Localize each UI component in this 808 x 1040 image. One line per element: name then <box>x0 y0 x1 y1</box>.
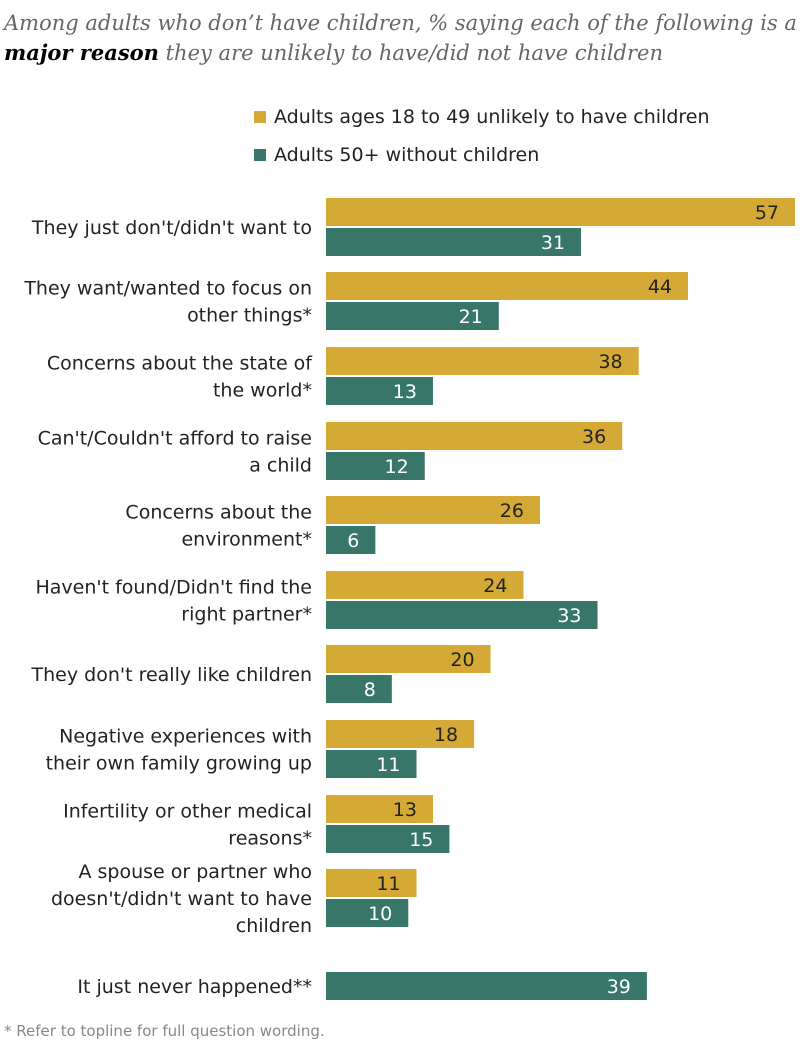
bar-s2-5 <box>326 601 598 629</box>
bar-s1-2 <box>326 347 639 375</box>
bar-s1-4 <box>326 496 540 524</box>
category-label-6: They don't really like children <box>31 664 312 686</box>
bar-s2-2 <box>326 377 433 405</box>
value-label-s2-4: 6 <box>347 530 359 552</box>
category-label-0: They just don't/didn't want to <box>31 217 312 239</box>
value-label-s1-4: 26 <box>500 500 524 522</box>
bar-s2-0 <box>326 228 582 256</box>
value-label-s1-8: 13 <box>393 799 417 821</box>
value-label-s2-9: 10 <box>368 903 392 925</box>
value-label-s1-2: 38 <box>598 351 622 373</box>
value-label-s2-1: 21 <box>459 306 483 328</box>
value-label-s2-3: 12 <box>385 456 409 478</box>
bar-s1-8 <box>326 795 433 823</box>
title-line-2: they are unlikely to have/did not have c… <box>158 41 663 65</box>
value-label-s2-6: 8 <box>364 679 376 701</box>
legend-label-series-1: Adults ages 18 to 49 unlikely to have ch… <box>274 106 710 128</box>
bar-s1-6 <box>326 645 491 673</box>
value-label-s1-5: 24 <box>483 575 507 597</box>
bar-s2-1 <box>326 302 499 330</box>
value-label-s2-5: 33 <box>557 605 581 627</box>
category-label-9: A spouse or partner who doesn't/didn't wa… <box>51 861 312 937</box>
value-label-s1-3: 36 <box>582 426 606 448</box>
chart-title: Among adults who don’t have children, % … <box>4 8 804 68</box>
bar-s1-0 <box>326 198 795 226</box>
bar-s1-5 <box>326 571 524 599</box>
legend-item-series-2: Adults 50+ without children <box>254 140 710 170</box>
value-label-s2-2: 13 <box>393 381 417 403</box>
footnote: * Refer to topline for full question wor… <box>4 1022 325 1040</box>
category-label-1: They want/wanted to focus on other things… <box>23 278 312 327</box>
bar-s2-10 <box>326 972 647 1000</box>
value-label-s1-0: 57 <box>755 202 779 224</box>
bar-s1-7 <box>326 720 475 748</box>
title-emphasis: major reason <box>4 40 159 65</box>
bar-s2-7 <box>326 750 417 778</box>
bar-s1-9 <box>326 869 417 897</box>
value-label-s2-8: 15 <box>409 829 433 851</box>
category-label-2: Concerns about the state of the world* <box>47 353 313 402</box>
value-label-s1-1: 44 <box>648 276 672 298</box>
bar-s1-1 <box>326 272 689 300</box>
title-line-1: Among adults who don’t have children, % … <box>4 11 797 35</box>
legend: Adults ages 18 to 49 unlikely to have ch… <box>254 102 710 178</box>
legend-item-series-1: Adults ages 18 to 49 unlikely to have ch… <box>254 102 710 132</box>
legend-swatch-series-1 <box>254 111 266 123</box>
category-label-4: Concerns about the environment* <box>125 502 312 551</box>
bar-s2-4 <box>326 526 376 554</box>
value-label-s1-7: 18 <box>434 724 458 746</box>
bar-s2-8 <box>326 825 450 853</box>
value-label-s1-6: 20 <box>450 649 474 671</box>
category-label-3: Can't/Couldn't afford to raise a child <box>38 428 312 477</box>
legend-label-series-2: Adults 50+ without children <box>274 144 540 166</box>
value-label-s2-10: 39 <box>607 976 631 998</box>
value-label-s2-0: 31 <box>541 232 565 254</box>
category-label-10: It just never happened** <box>77 976 312 998</box>
value-label-s2-7: 11 <box>376 754 400 776</box>
legend-swatch-series-2 <box>254 149 266 161</box>
bar-s2-6 <box>326 675 392 703</box>
category-label-5: Haven't found/Didn't find the right partn… <box>36 577 313 626</box>
bar-s2-3 <box>326 452 425 480</box>
bar-s1-3 <box>326 422 623 450</box>
category-label-8: Infertility or other medical reasons* <box>63 801 312 850</box>
bar-s2-9 <box>326 899 409 927</box>
category-label-7: Negative experiences with their own famil… <box>46 726 312 775</box>
value-label-s1-9: 11 <box>376 873 400 895</box>
